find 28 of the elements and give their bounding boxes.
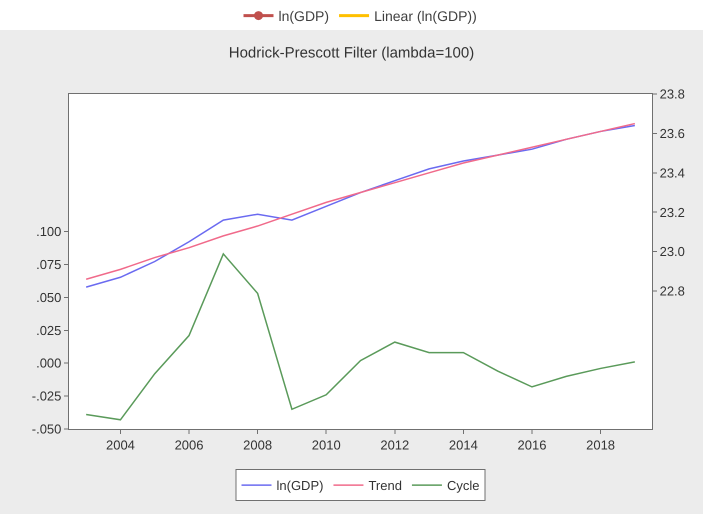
y2-tick-label: 23.0	[660, 244, 685, 260]
y-tick-label: .025	[36, 322, 62, 338]
x-tick-label: 2016	[518, 438, 546, 453]
y-tick-label: .075	[36, 257, 62, 272]
x-tick-label: 2004	[106, 438, 135, 453]
y2-tick-label: 23.6	[660, 126, 685, 141]
x-tick-label: 2014	[448, 438, 478, 453]
text: Linear (ln(GDP))	[374, 8, 477, 24]
y-tick-label: .100	[36, 224, 62, 240]
x-tick-label: 2006	[174, 438, 204, 453]
x-tick-label: 2018	[586, 438, 616, 453]
legend-label: Trend	[368, 478, 402, 494]
y-tick-label: .050	[36, 290, 62, 305]
text: ln(GDP)	[278, 8, 330, 24]
line-series	[85, 253, 636, 421]
y2-tick-label: 23.4	[660, 165, 685, 180]
y2-tick-label: 23.2	[660, 204, 685, 220]
y-tick-label: .000	[36, 356, 62, 371]
legend-label: Cycle	[446, 478, 480, 494]
y2-tick-label: 23.8	[660, 86, 685, 102]
legend-label: ln(GDP)	[276, 478, 324, 494]
y-tick-label: -.050	[32, 422, 62, 437]
chart-title: Hodrick-Prescott Filter (lambda=100)	[228, 44, 474, 62]
x-tick-label: 2008	[243, 438, 272, 453]
x-tick-label: 2010	[312, 438, 341, 453]
y-tick-label: -.025	[32, 388, 62, 404]
y2-tick-label: 22.8	[660, 284, 685, 299]
x-tick-label: 2012	[380, 438, 410, 453]
